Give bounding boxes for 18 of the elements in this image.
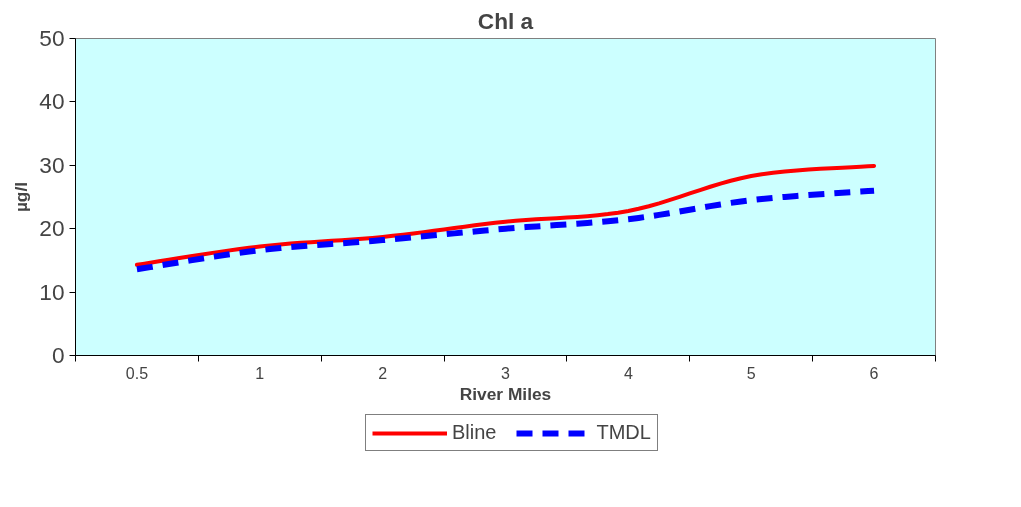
y-tick-label: 10 xyxy=(39,278,65,305)
y-tick-label: 50 xyxy=(39,25,65,51)
x-tick-label: 0.5 xyxy=(125,364,149,382)
x-tick-label: 4 xyxy=(623,364,633,382)
chart-title: Chl a xyxy=(477,7,534,34)
y-tick-label: 20 xyxy=(39,215,65,242)
x-axis-title: River Miles xyxy=(459,383,552,404)
x-tick-label: 6 xyxy=(869,364,879,382)
y-axis-title: µg/l xyxy=(11,181,32,213)
legend-label: Bline xyxy=(452,421,497,444)
legend-label: TMDL xyxy=(596,421,651,444)
y-tick-label: 30 xyxy=(39,151,65,178)
x-tick-label: 5 xyxy=(746,364,756,382)
y-tick-label: 40 xyxy=(39,88,65,115)
x-tick-label: 2 xyxy=(378,364,388,382)
x-tick-label: 3 xyxy=(501,364,511,382)
y-tick-label: 0 xyxy=(51,342,65,368)
x-tick-label: 1 xyxy=(255,364,265,382)
